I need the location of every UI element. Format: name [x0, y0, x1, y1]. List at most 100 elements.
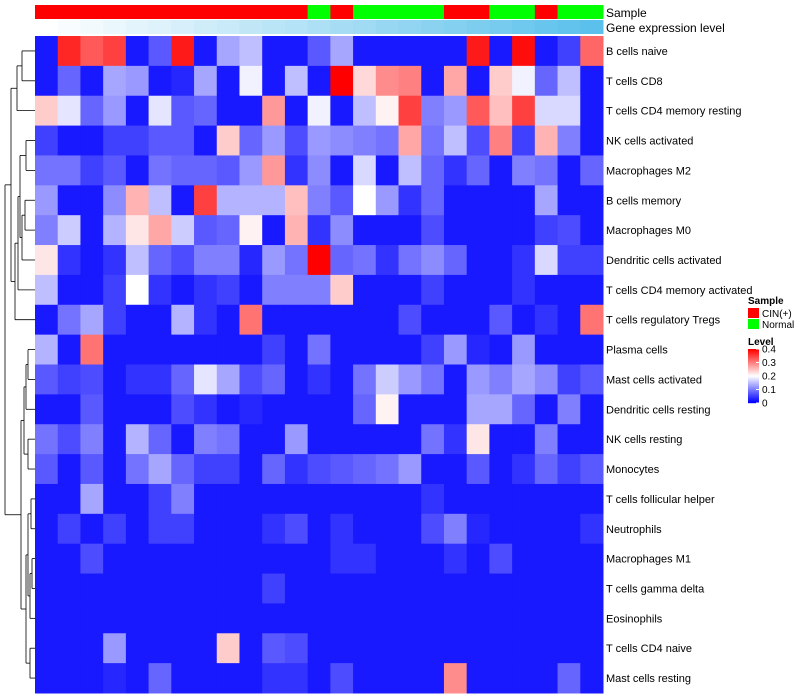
heatmap-cell [148, 245, 172, 276]
heatmap-cell [534, 573, 559, 604]
heatmap-cell [103, 334, 127, 365]
heatmap-cell [512, 304, 536, 336]
heatmap-cell [534, 95, 559, 127]
legend-gradient-step [748, 368, 759, 370]
heatmap-cell [489, 334, 513, 365]
legend-gradient-step [748, 396, 759, 398]
row-label: T cells CD4 memory resting [606, 106, 742, 118]
heatmap-cell [307, 95, 331, 127]
row-label: Dendritic cells activated [606, 255, 722, 267]
heatmap-cell [398, 274, 422, 306]
heatmap-cell [125, 36, 150, 67]
legend-gradient-step [748, 375, 759, 377]
heatmap-cell [466, 36, 490, 67]
heatmap-cell [466, 125, 490, 156]
expression-annotation-cell [284, 20, 309, 34]
heatmap-cell [57, 36, 81, 67]
heatmap-cell [489, 36, 513, 67]
heatmap-cell [262, 36, 286, 67]
heatmap-cell [466, 155, 490, 186]
row-label: NK cells resting [606, 434, 682, 446]
expression-annotation-cell [375, 20, 400, 34]
heatmap-cell [353, 334, 377, 365]
legend-tick-label: 0.3 [762, 358, 776, 369]
heatmap-cell [534, 215, 559, 246]
heatmap-cell [80, 334, 104, 365]
heatmap-cell [466, 95, 490, 127]
heatmap-cell [353, 95, 377, 127]
heatmap-cell [580, 543, 604, 575]
heatmap-cell [557, 513, 581, 545]
heatmap-cell [262, 543, 286, 575]
heatmap-cell [443, 36, 468, 67]
heatmap-cell [580, 185, 604, 216]
row-label: B cells naive [606, 46, 668, 58]
heatmap-cell [466, 65, 490, 97]
heatmap-cell [443, 155, 468, 186]
heatmap-cell [375, 483, 400, 515]
heatmap-cell [580, 603, 604, 634]
heatmap-cell [148, 36, 172, 67]
heatmap-cell [466, 513, 490, 545]
sample-annotation-cell [194, 5, 218, 19]
heatmap-cell [171, 215, 195, 246]
heatmap-cell [307, 513, 331, 545]
heatmap-cell [194, 36, 218, 67]
heatmap-cell [375, 245, 400, 276]
heatmap-cell [35, 36, 59, 67]
heatmap-cell [353, 245, 377, 276]
heatmap-cell [125, 304, 150, 336]
heatmap-cell [557, 334, 581, 365]
heatmap-cell [398, 483, 422, 515]
legend-gradient-step [748, 365, 759, 367]
heatmap-cell [148, 454, 172, 485]
heatmap-cell [398, 603, 422, 634]
heatmap-cell [125, 483, 150, 515]
sample-annotation-cell [284, 5, 309, 19]
heatmap-cell [398, 185, 422, 216]
heatmap-cell [35, 603, 59, 634]
heatmap-cell [80, 274, 104, 306]
heatmap-cell [580, 125, 604, 156]
heatmap-cell [171, 483, 195, 515]
heatmap-cell [489, 95, 513, 127]
heatmap-cell [580, 215, 604, 246]
heatmap-cell [216, 603, 240, 634]
heatmap-cell [262, 65, 286, 97]
heatmap-cell [421, 304, 445, 336]
heatmap-cell [466, 603, 490, 634]
heatmap-cell [557, 543, 581, 575]
heatmap-cell [580, 513, 604, 545]
heatmap-cell [466, 185, 490, 216]
heatmap-cell [330, 394, 354, 425]
sample-annotation-cell [216, 5, 240, 19]
heatmap-cell [148, 424, 172, 455]
heatmap-cell [284, 125, 309, 156]
heatmap-cell [125, 125, 150, 156]
row-label: Dendritic cells resting [606, 404, 711, 416]
heatmap-cell [375, 125, 400, 156]
heatmap-cell [307, 125, 331, 156]
heatmap-cell [216, 95, 240, 127]
heatmap-cell [466, 663, 490, 694]
heatmap-cell [35, 155, 59, 186]
heatmap-cell [148, 215, 172, 246]
heatmap-cell [148, 95, 172, 127]
heatmap-cell [580, 424, 604, 455]
heatmap-cell [216, 185, 240, 216]
heatmap-cell [35, 454, 59, 485]
heatmap-cell [239, 394, 263, 425]
heatmap-cell [489, 454, 513, 485]
heatmap-cell [375, 95, 400, 127]
heatmap-cell [443, 215, 468, 246]
heatmap-cell [512, 663, 536, 694]
heatmap-cell [307, 364, 331, 395]
heatmap-cell [398, 394, 422, 425]
legend-gradient-step [748, 385, 759, 387]
heatmap-cell [353, 573, 377, 604]
heatmap-cell [125, 513, 150, 545]
heatmap-cell [125, 95, 150, 127]
heatmap-cell [421, 95, 445, 127]
